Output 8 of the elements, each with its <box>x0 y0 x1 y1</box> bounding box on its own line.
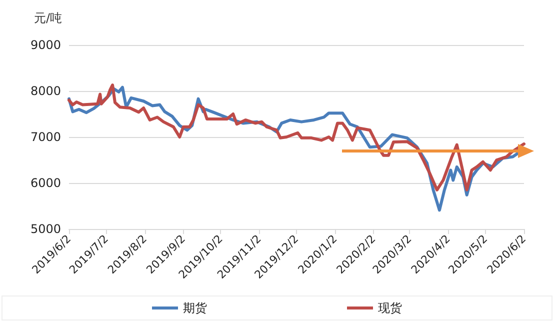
y-tick-label: 9000 <box>30 38 61 52</box>
y-axis-title: 元/吨 <box>34 11 62 25</box>
y-tick-label: 7000 <box>30 130 61 144</box>
y-tick-label: 6000 <box>30 176 61 190</box>
legend-label: 期货 <box>183 301 207 315</box>
y-tick-label: 8000 <box>30 84 61 98</box>
y-tick-label: 5000 <box>30 222 61 236</box>
legend-label: 现货 <box>378 301 402 315</box>
